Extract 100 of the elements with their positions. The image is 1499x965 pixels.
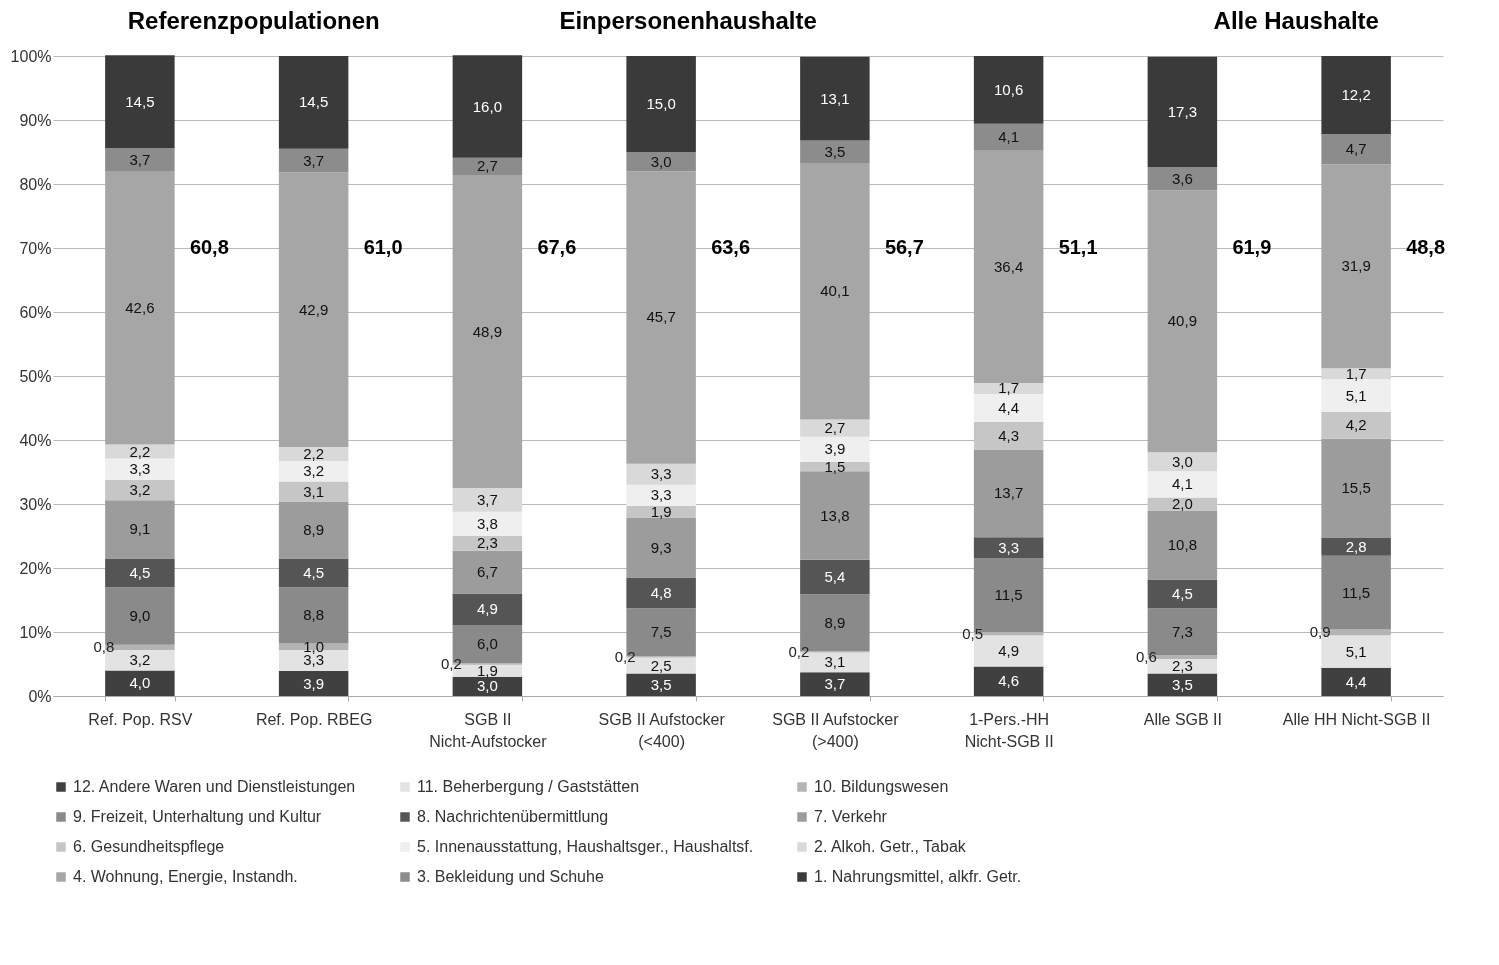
legend-label: 4. Wohnung, Energie, Instandh.: [73, 868, 298, 885]
data-label: 2,5: [650, 656, 672, 674]
data-label: 6,0: [476, 635, 498, 653]
data-label: 1,9: [650, 503, 672, 520]
bar: [626, 171, 696, 464]
bar: [278, 56, 349, 149]
annotation: 67,6: [537, 236, 577, 258]
data-label: 48,9: [472, 322, 502, 340]
bar: [1147, 167, 1218, 191]
data-label: 2,7: [824, 419, 846, 437]
data-label: 9,1: [129, 520, 151, 538]
bar: [800, 559, 870, 595]
data-label: 3,7: [476, 490, 498, 508]
data-label: 4,7: [1345, 140, 1367, 158]
bar: [1321, 134, 1391, 165]
data-label: 12,2: [1341, 86, 1371, 104]
data-label: 1,7: [1345, 364, 1367, 382]
annotation: 51,1: [1058, 236, 1098, 258]
bar: [1147, 510, 1218, 580]
data-label: 13,1: [820, 89, 850, 107]
data-label: 1,9: [476, 661, 498, 679]
bar: [626, 152, 696, 172]
bar: [452, 55, 523, 158]
bar: [105, 670, 175, 696]
bar: [626, 673, 696, 696]
bar: [800, 672, 870, 696]
bar: [973, 123, 1044, 151]
bar: [800, 162, 870, 420]
bar: [800, 56, 870, 141]
bar: [1321, 667, 1391, 696]
bar: [800, 140, 870, 163]
data-label: 16,0: [472, 97, 502, 115]
bar: [973, 449, 1044, 538]
bar: [452, 511, 523, 536]
y-tick-label: 20%: [19, 559, 52, 577]
data-label: 4,5: [1171, 584, 1193, 602]
data-label: 4,1: [1171, 475, 1193, 493]
bar: [105, 55, 175, 149]
bar: [278, 461, 349, 482]
y-tick-label: 30%: [19, 495, 52, 513]
bar: [973, 666, 1044, 696]
data-label: 31,9: [1341, 257, 1371, 275]
bar: [626, 56, 696, 152]
data-label: 1,0: [303, 637, 325, 655]
bar: [626, 484, 696, 506]
bar: [626, 463, 696, 485]
bar: [278, 501, 349, 559]
y-tick-label: 100%: [10, 47, 52, 65]
legend-label: 6. Gesundheitspflege: [73, 838, 225, 855]
bar: [973, 537, 1044, 559]
bar: [105, 458, 175, 480]
bar: [1321, 537, 1391, 556]
data-label: 4,5: [129, 563, 151, 581]
data-label: 5,1: [1345, 386, 1367, 404]
bar: [1321, 379, 1391, 412]
data-label: 3,3: [129, 460, 151, 478]
data-label: 4,3: [998, 426, 1020, 444]
data-label: 3,7: [303, 151, 325, 169]
data-label: 1,7: [998, 379, 1020, 397]
data-label: 3,3: [998, 538, 1020, 556]
data-label: 4,6: [998, 672, 1020, 690]
data-label: 3,1: [303, 482, 325, 500]
bar: [973, 383, 1044, 394]
data-label: 4,8: [650, 583, 672, 601]
data-label: 4,9: [476, 600, 498, 618]
data-label: 5,4: [824, 567, 846, 585]
data-label: 4,4: [1345, 672, 1367, 690]
legend-label: 3. Bekleidung und Schuhe: [417, 868, 604, 885]
data-label: 3,9: [824, 440, 846, 458]
data-label: 3,5: [824, 142, 846, 160]
bar: [278, 671, 349, 696]
data-label: 2,2: [129, 442, 151, 460]
data-label: 3,7: [824, 675, 846, 693]
y-tick-label: 60%: [19, 303, 52, 321]
data-label: 1,5: [824, 457, 846, 475]
data-label: 17,3: [1167, 103, 1197, 120]
annotation: 60,8: [189, 236, 229, 258]
data-label: 45,7: [646, 308, 676, 326]
data-label: 3,0: [650, 152, 672, 170]
bar: [800, 436, 870, 462]
y-tick-label: 0%: [28, 687, 52, 705]
y-tick-label: 10%: [19, 623, 52, 641]
data-label: 3,5: [650, 675, 672, 693]
y-tick-label: 80%: [19, 175, 52, 193]
data-label: 8,8: [303, 606, 325, 624]
data-label: 3,0: [1171, 452, 1193, 470]
data-label: 4,4: [998, 399, 1020, 416]
x-tick-label: Alle SGB II: [1143, 710, 1222, 728]
bar: [452, 550, 523, 594]
data-label: 3,2: [129, 480, 151, 498]
data-label: 4,2: [1345, 416, 1367, 434]
data-label: 3,3: [650, 486, 672, 504]
data-label: 6,7: [476, 563, 498, 581]
data-label: 8,9: [824, 613, 846, 631]
data-label: 2,7: [476, 157, 498, 175]
legend-label: 7. Verkehr: [814, 808, 888, 825]
data-label: 40,9: [1167, 312, 1197, 330]
data-label: 0,6: [1135, 647, 1157, 665]
x-tick-label: 1-Pers.-HH Nicht-SGB II: [964, 710, 1054, 750]
bar: [626, 518, 696, 578]
